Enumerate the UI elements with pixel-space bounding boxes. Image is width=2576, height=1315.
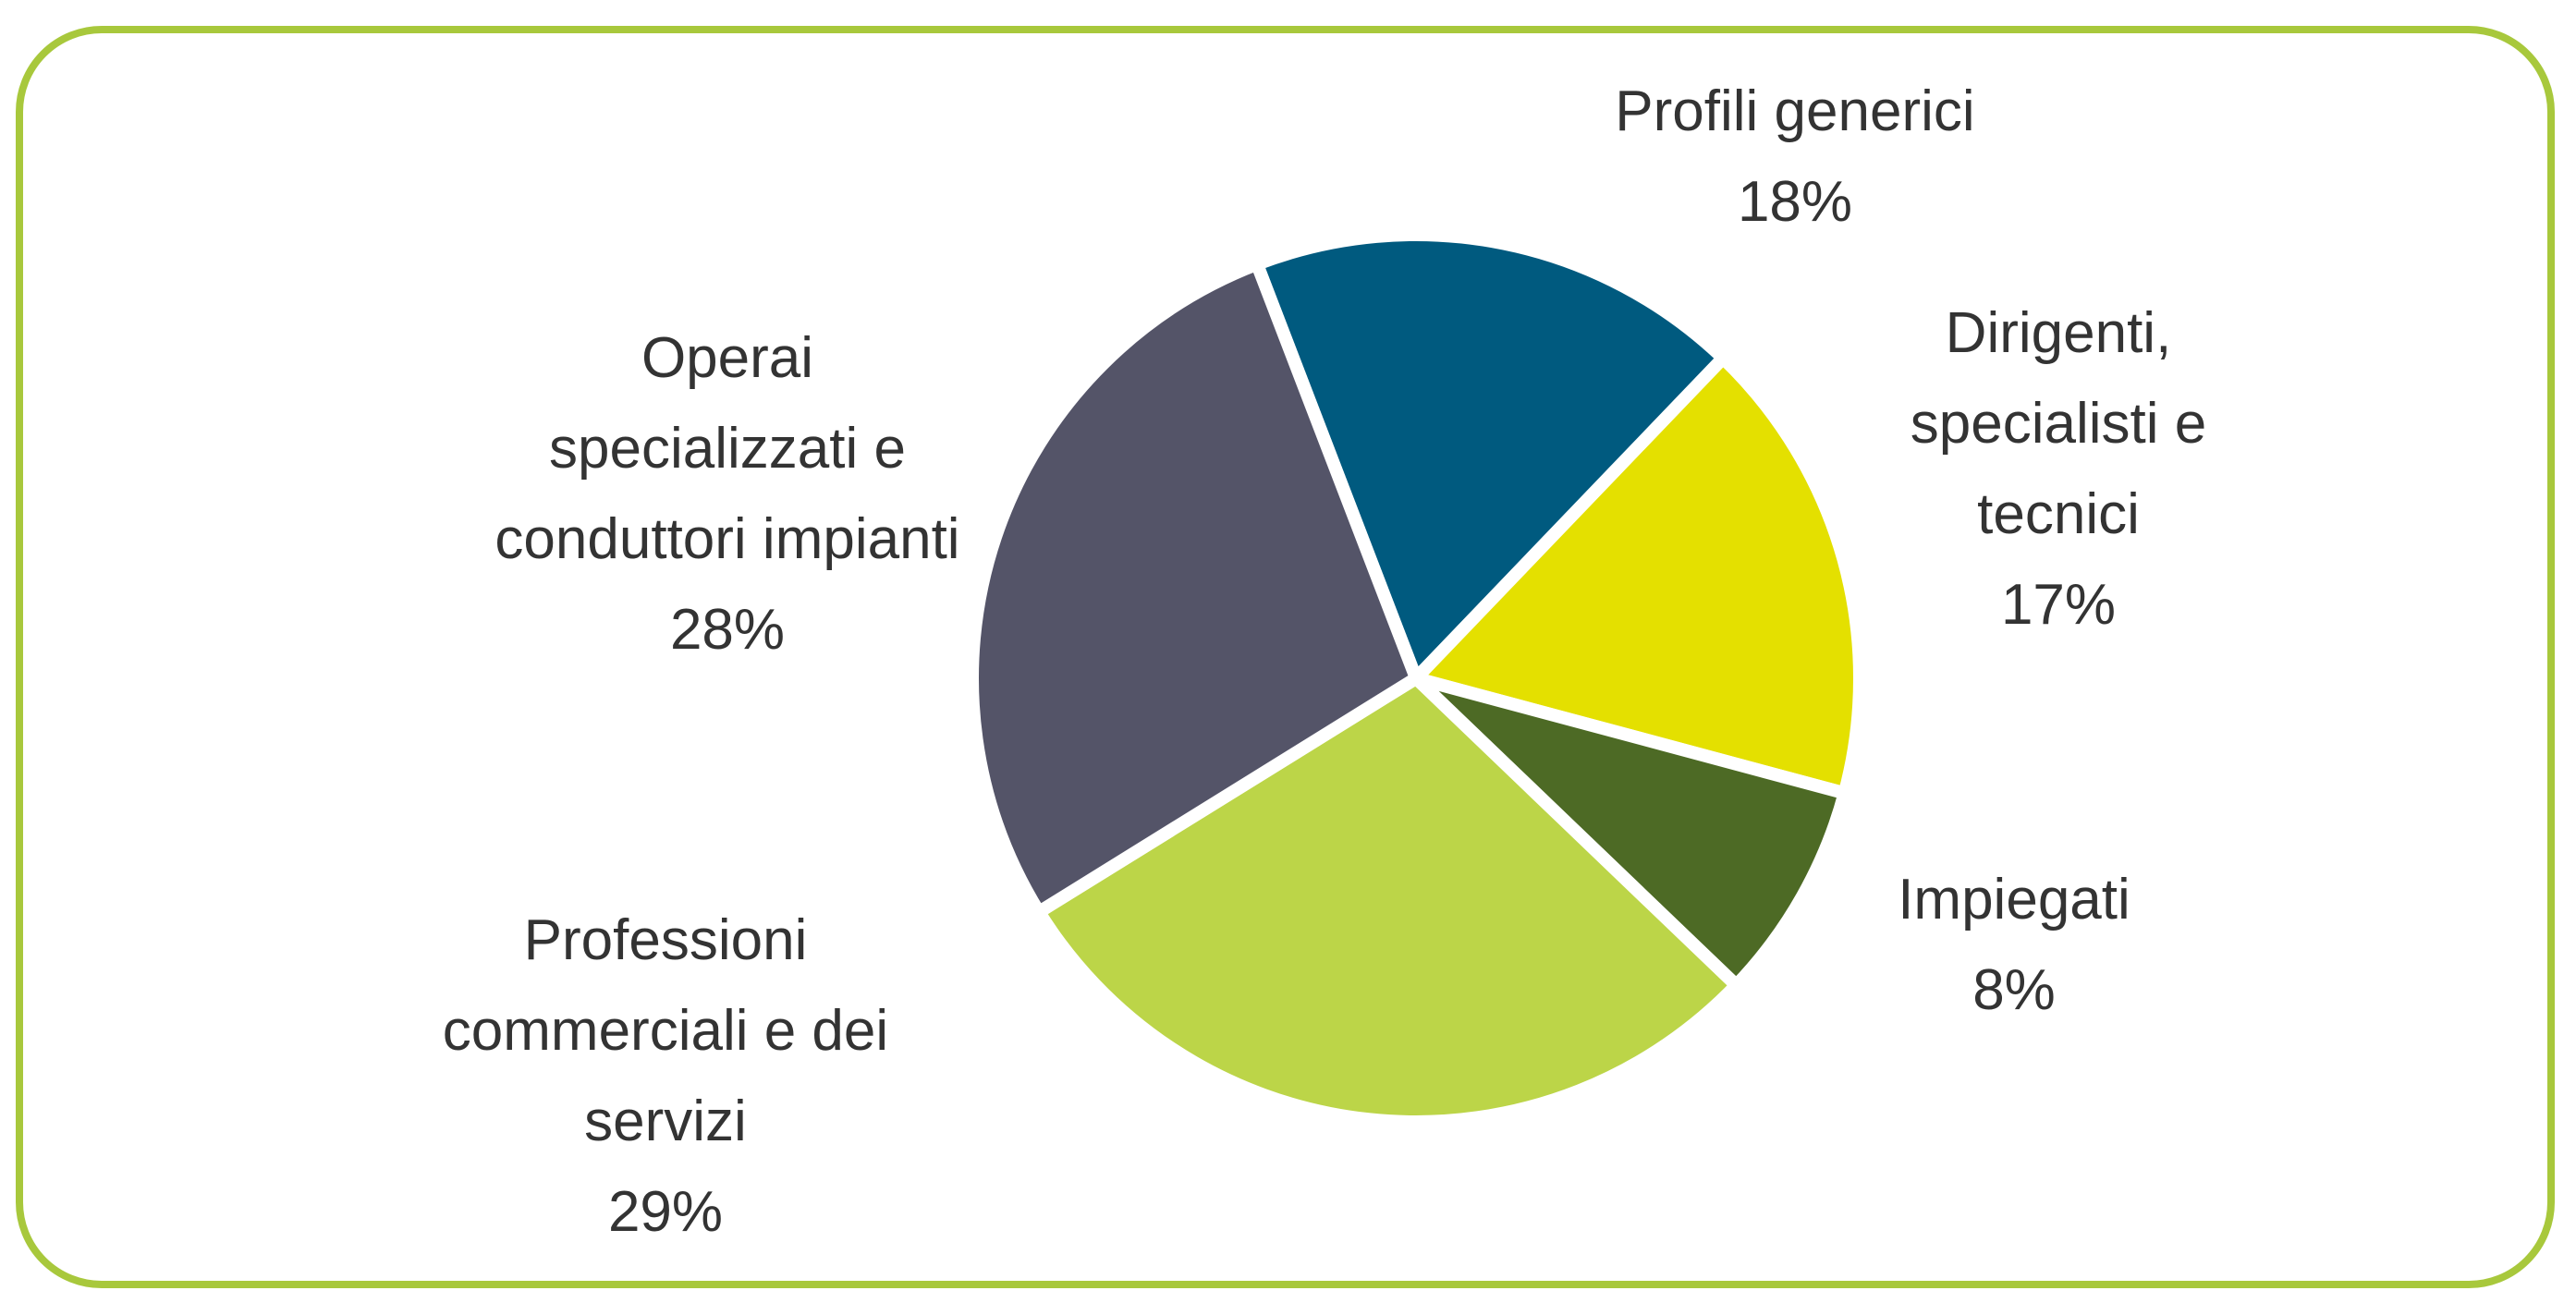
value-label: 18% xyxy=(1737,170,1853,234)
pie-slice xyxy=(1410,672,1851,992)
value-label: 29% xyxy=(607,1180,724,1244)
pie-slice xyxy=(966,257,1422,919)
category-label: Operai specializzati e conduttori impian… xyxy=(494,326,960,571)
slice-label: Operai specializzati e conduttori impian… xyxy=(487,313,968,676)
pie-slice xyxy=(1032,672,1743,1128)
category-label: Dirigenti, specialisti e tecnici xyxy=(1910,301,2207,546)
value-label: 28% xyxy=(669,598,786,662)
slice-label: Dirigenti, specialisti e tecnici 17% xyxy=(1855,288,2262,651)
category-label: Profili generici xyxy=(1615,79,1975,143)
value-label: 17% xyxy=(2000,573,2117,637)
slice-label: Professioni commerciali e dei servizi 29% xyxy=(379,895,952,1258)
slice-label: Profili generici 18% xyxy=(1471,67,2118,248)
slice-label: Impiegati 8% xyxy=(1783,855,2245,1036)
category-label: Professioni commerciali e dei servizi xyxy=(442,908,889,1153)
pie-slice xyxy=(1410,351,1866,800)
value-label: 8% xyxy=(1972,958,2056,1022)
category-label: Impiegati xyxy=(1898,868,2130,931)
